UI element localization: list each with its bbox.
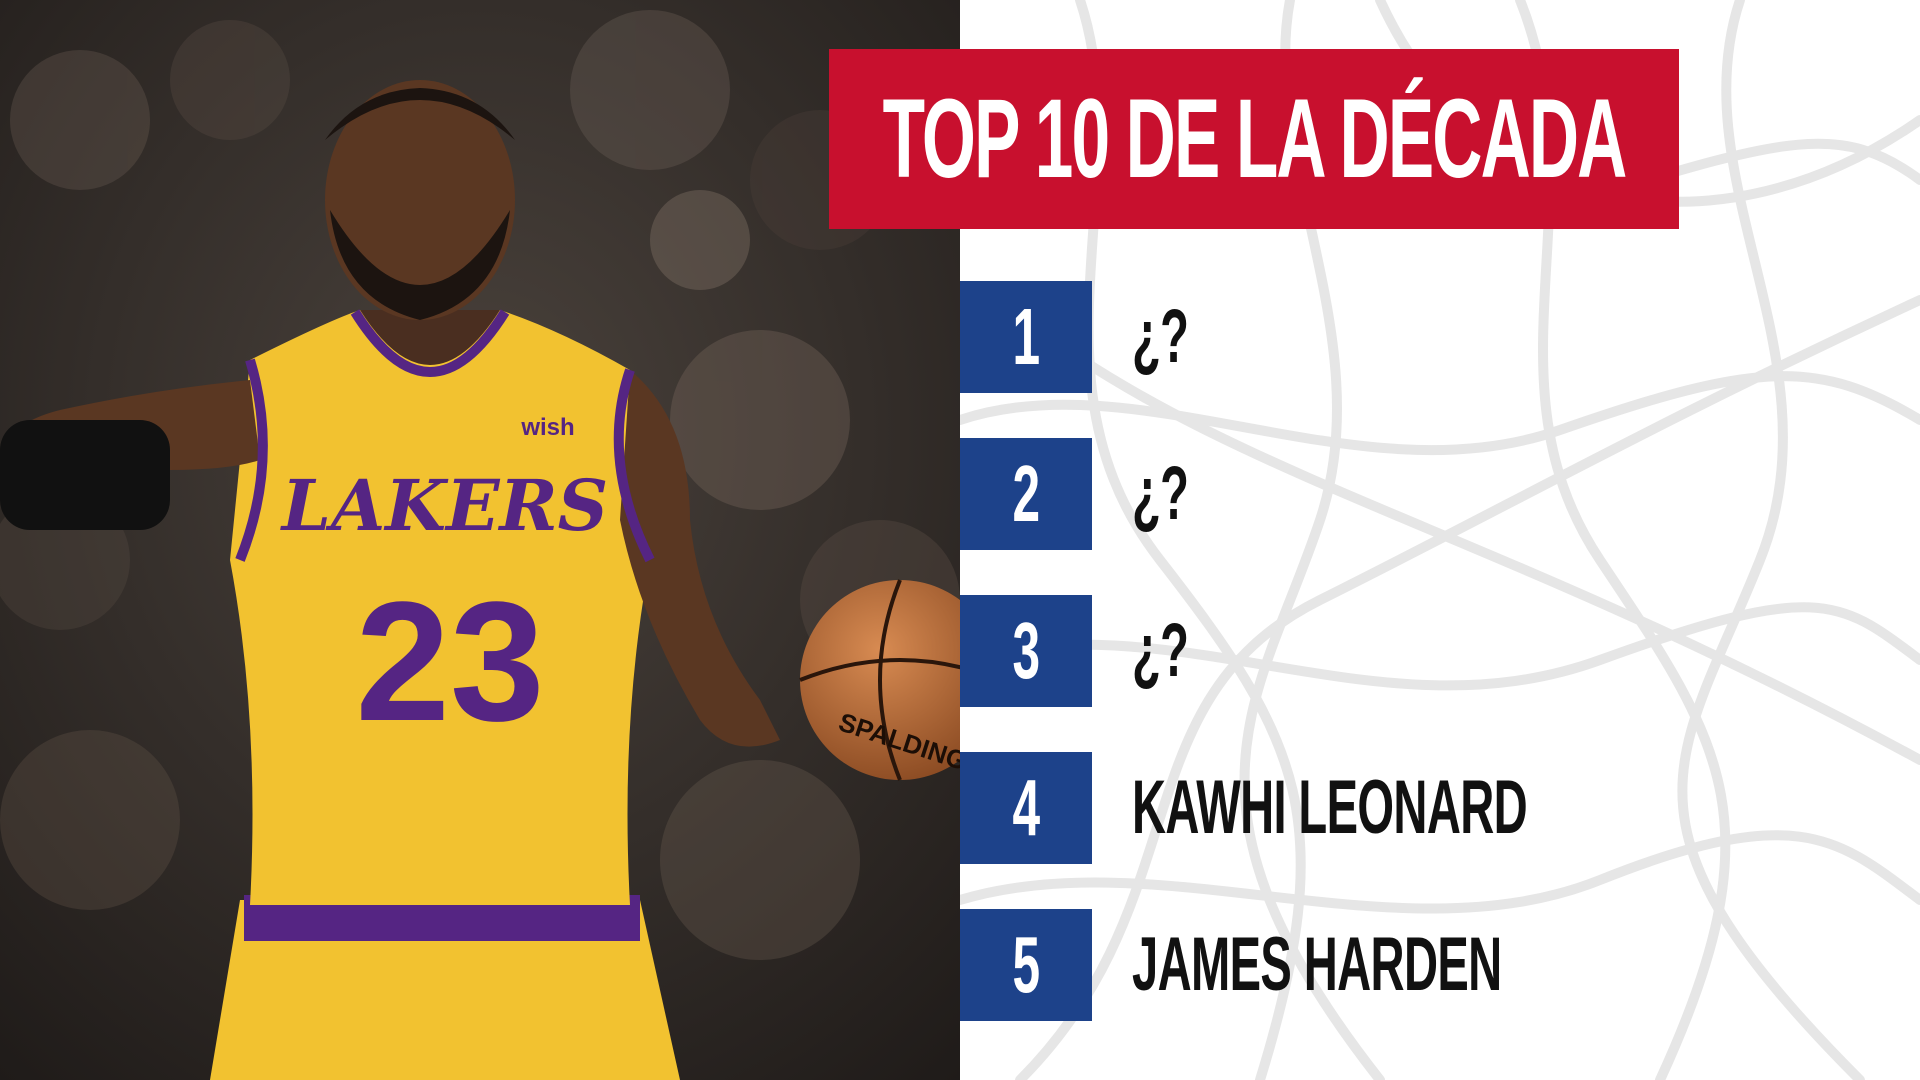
rank-number-box: 1 xyxy=(960,281,1092,393)
rank-number-box: 5 xyxy=(960,909,1092,1021)
player-name: KAWHI LEONARD xyxy=(1132,765,1528,850)
rank-number: 1 xyxy=(1012,292,1040,381)
ranking-row-4: 4 KAWHI LEONARD xyxy=(960,752,1920,864)
player-name: ¿? xyxy=(1132,451,1189,536)
ranking-row-2: 2 ¿? xyxy=(960,438,1920,550)
player-name: ¿? xyxy=(1132,608,1189,693)
rank-number-box: 4 xyxy=(960,752,1092,864)
ranking-list: 1 ¿? 2 ¿? 3 ¿? 4 KAWHI LEONARD 5 xyxy=(960,281,1920,1021)
player-photo: LAKERS 23 wish SPALDING xyxy=(0,0,960,1080)
ranking-row-3: 3 ¿? xyxy=(960,595,1920,707)
ranking-row-5: 5 JAMES HARDEN xyxy=(960,909,1920,1021)
page-title: TOP 10 DE LA DÉCADA xyxy=(882,76,1628,201)
rank-number-box: 2 xyxy=(960,438,1092,550)
rank-number: 5 xyxy=(1012,920,1040,1009)
ranking-row-1: 1 ¿? xyxy=(960,281,1920,393)
jersey-number-text: 23 xyxy=(355,567,544,757)
player-name: ¿? xyxy=(1132,294,1189,379)
jersey-sponsor-text: wish xyxy=(520,414,574,441)
jersey-brand-text: LAKERS xyxy=(280,464,608,547)
title-banner: TOP 10 DE LA DÉCADA xyxy=(829,49,1679,229)
rank-number: 4 xyxy=(1012,763,1040,852)
player-name: JAMES HARDEN xyxy=(1132,922,1502,1007)
rank-number: 2 xyxy=(1012,449,1040,538)
rank-number: 3 xyxy=(1012,606,1040,695)
rank-number-box: 3 xyxy=(960,595,1092,707)
